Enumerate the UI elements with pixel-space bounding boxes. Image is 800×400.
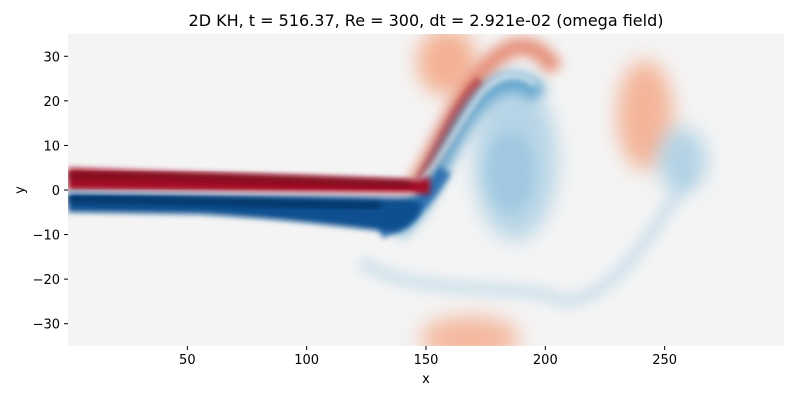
blue-patch-right — [658, 128, 706, 192]
x-tick-label: 100 — [294, 353, 319, 368]
plot-area — [68, 34, 784, 346]
y-axis-label: y — [13, 186, 28, 194]
shear-interface — [68, 190, 416, 195]
chart-title: 2D KH, t = 516.37, Re = 300, dt = 2.921e… — [189, 11, 664, 30]
y-tick-label: −30 — [33, 318, 60, 333]
y-axis: 30 20 10 0 −10 −20 −30 — [33, 50, 68, 333]
red-blob-upper — [417, 34, 477, 96]
y-tick-label: −10 — [33, 229, 60, 244]
x-tick-label: 150 — [414, 353, 439, 368]
blue-vortex-core — [486, 132, 534, 212]
y-tick-label: −20 — [33, 273, 60, 288]
x-tick-label: 200 — [533, 353, 558, 368]
red-blob-bottom — [420, 316, 520, 346]
lower-shear-layer-core — [68, 195, 381, 210]
red-patch-right — [617, 60, 673, 170]
y-tick-label: 20 — [43, 95, 60, 110]
y-tick-label: 30 — [43, 50, 60, 65]
vorticity-field — [68, 34, 706, 346]
x-axis: 50 100 150 200 250 — [179, 346, 677, 368]
x-axis-label: x — [422, 372, 430, 387]
y-tick-label: 0 — [52, 184, 60, 199]
upper-shear-layer-core — [68, 171, 411, 188]
x-tick-label: 50 — [179, 353, 196, 368]
faint-blue-filament — [356, 166, 697, 308]
rising-red-arm-core — [415, 76, 484, 183]
y-tick-label: 10 — [43, 139, 60, 154]
x-tick-label: 250 — [652, 353, 677, 368]
